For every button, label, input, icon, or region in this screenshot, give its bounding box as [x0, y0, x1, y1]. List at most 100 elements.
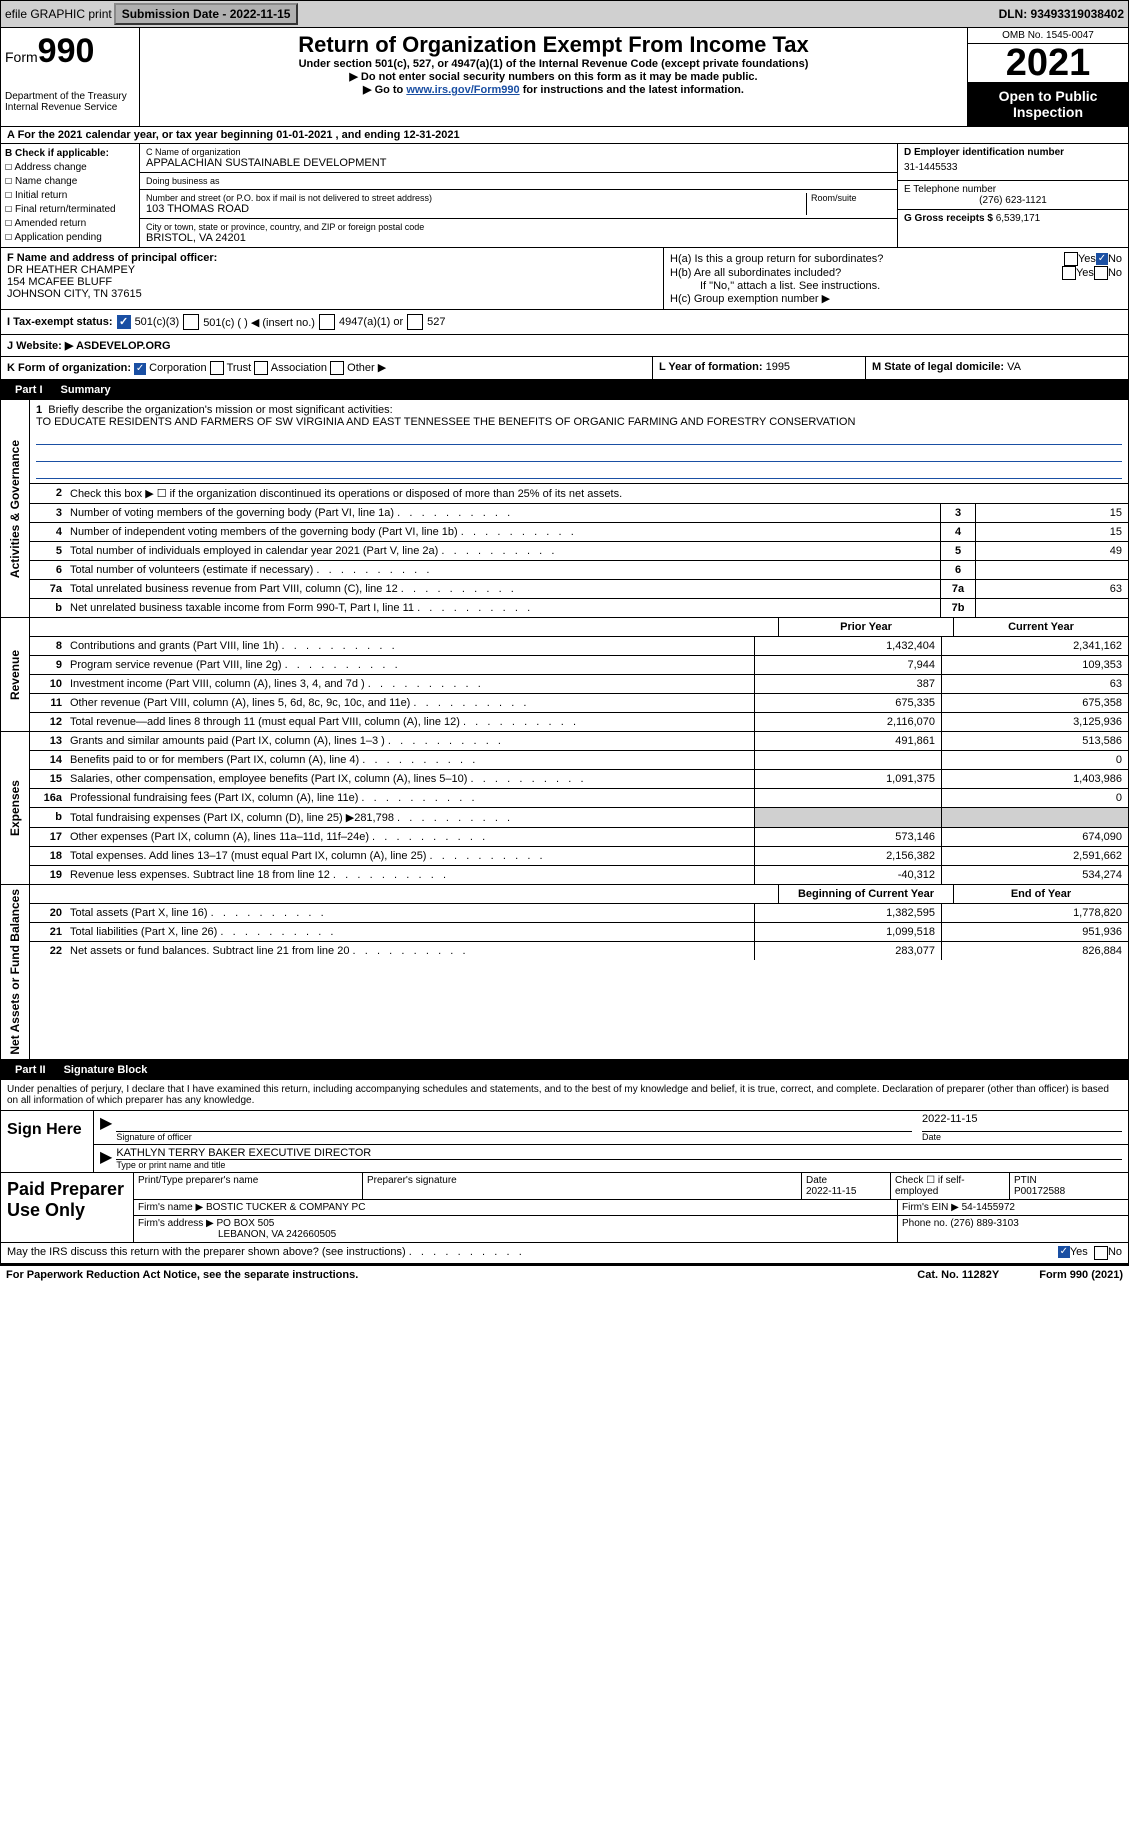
b-opt[interactable]: ☐ Application pending: [5, 229, 135, 243]
section-klm: K Form of organization: ✓ Corporation Tr…: [0, 357, 1129, 380]
c-name-label: C Name of organization: [146, 147, 891, 157]
part2-header: Part II Signature Block: [0, 1060, 1129, 1080]
k-trust[interactable]: [210, 361, 224, 375]
top-bar: efile GRAPHIC print Submission Date - 20…: [0, 0, 1129, 28]
i-501c3-check[interactable]: ✓: [117, 315, 131, 329]
room-label: Room/suite: [811, 193, 891, 203]
form-header: Form990 Department of the Treasury Inter…: [0, 28, 1129, 127]
city-value: BRISTOL, VA 24201: [146, 232, 891, 244]
table-row: 20Total assets (Part X, line 16)1,382,59…: [30, 904, 1128, 923]
table-row: bNet unrelated business taxable income f…: [30, 599, 1128, 617]
firm-ein: 54-1455972: [962, 1202, 1015, 1213]
sign-here-block: Sign Here ▶ Signature of officer 2022-11…: [0, 1111, 1129, 1173]
expenses-section: Expenses 13Grants and similar amounts pa…: [0, 732, 1129, 885]
vtab-exp: Expenses: [6, 776, 24, 840]
submission-date-btn[interactable]: Submission Date - 2022-11-15: [114, 3, 299, 25]
section-j: J Website: ▶ ASDEVELOP.ORG: [0, 335, 1129, 357]
table-row: 7aTotal unrelated business revenue from …: [30, 580, 1128, 599]
ptin: P00172588: [1014, 1186, 1124, 1197]
may-irs-yes[interactable]: ✓: [1058, 1246, 1070, 1258]
b-opt[interactable]: ☐ Initial return: [5, 187, 135, 201]
line1-label: Briefly describe the organization's miss…: [48, 404, 392, 416]
may-irs-no[interactable]: [1094, 1246, 1108, 1260]
section-i: I Tax-exempt status: ✓501(c)(3) 501(c) (…: [0, 310, 1129, 335]
website-value: ASDEVELOP.ORG: [76, 340, 171, 352]
ha-no[interactable]: ✓: [1096, 253, 1108, 265]
gross-label: G Gross receipts $: [904, 213, 993, 224]
i-527-check[interactable]: [407, 314, 423, 330]
b-opt[interactable]: ☐ Address change: [5, 159, 135, 173]
hc-label: H(c) Group exemption number ▶: [670, 292, 1122, 305]
sig-date: 2022-11-15: [922, 1113, 1122, 1132]
revenue-section: Revenue Prior YearCurrent Year 8Contribu…: [0, 618, 1129, 732]
table-row: 9Program service revenue (Part VIII, lin…: [30, 656, 1128, 675]
table-row: 3Number of voting members of the governi…: [30, 504, 1128, 523]
pp-self-employed[interactable]: Check ☐ if self-employed: [891, 1173, 1010, 1199]
k-other[interactable]: [330, 361, 344, 375]
tax-year: 2021: [968, 44, 1128, 82]
irs-link[interactable]: www.irs.gov/Form990: [406, 84, 519, 96]
paid-preparer-block: Paid Preparer Use Only Print/Type prepar…: [0, 1173, 1129, 1243]
i-501c-check[interactable]: [183, 314, 199, 330]
table-row: 6Total number of volunteers (estimate if…: [30, 561, 1128, 580]
hb-yes[interactable]: [1062, 266, 1076, 280]
table-row: 21Total liabilities (Part X, line 26)1,0…: [30, 923, 1128, 942]
form-number: Form990: [5, 32, 135, 71]
table-row: 22Net assets or fund balances. Subtract …: [30, 942, 1128, 960]
typed-name: KATHLYN TERRY BAKER EXECUTIVE DIRECTOR: [116, 1147, 1122, 1160]
arrow-icon: ▶: [100, 1113, 112, 1142]
k-corp[interactable]: ✓: [134, 363, 146, 375]
hb-no[interactable]: [1094, 266, 1108, 280]
phone-value: (276) 623-1121: [904, 195, 1122, 206]
vtab-rev: Revenue: [6, 646, 24, 704]
b-opt[interactable]: ☐ Amended return: [5, 215, 135, 229]
hb-label: H(b) Are all subordinates included?: [670, 267, 1062, 279]
perjury-text: Under penalties of perjury, I declare th…: [0, 1080, 1129, 1111]
firm-phone: (276) 889-3103: [950, 1218, 1018, 1229]
year-formation: 1995: [766, 361, 790, 373]
table-row: 15Salaries, other compensation, employee…: [30, 770, 1128, 789]
ha-yes[interactable]: [1064, 252, 1078, 266]
ha-label: H(a) Is this a group return for subordin…: [670, 253, 1064, 265]
org-name: APPALACHIAN SUSTAINABLE DEVELOPMENT: [146, 157, 891, 169]
table-row: 11Other revenue (Part VIII, column (A), …: [30, 694, 1128, 713]
table-row: bTotal fundraising expenses (Part IX, co…: [30, 808, 1128, 828]
i-label: I Tax-exempt status:: [7, 316, 113, 328]
b-label: B Check if applicable:: [5, 148, 135, 159]
row-a-tax-year: A For the 2021 calendar year, or tax yea…: [0, 127, 1129, 144]
mission-text: TO EDUCATE RESIDENTS AND FARMERS OF SW V…: [36, 416, 1122, 428]
form-subtitle-3: ▶ Go to www.irs.gov/Form990 for instruct…: [144, 83, 963, 96]
open-inspection: Open to Public Inspection: [968, 82, 1128, 126]
city-label: City or town, state or province, country…: [146, 222, 891, 232]
b-opt[interactable]: ☐ Final return/terminated: [5, 201, 135, 215]
officer-name: DR HEATHER CHAMPEY: [7, 264, 657, 276]
gross-value: 6,539,171: [996, 213, 1041, 224]
table-row: 10Investment income (Part VIII, column (…: [30, 675, 1128, 694]
b-opt[interactable]: ☐ Name change: [5, 173, 135, 187]
form-title: Return of Organization Exempt From Incom…: [144, 32, 963, 58]
page-footer: For Paperwork Reduction Act Notice, see …: [0, 1264, 1129, 1284]
section-bcd: B Check if applicable: ☐ Address change …: [0, 144, 1129, 248]
firm-addr: PO BOX 505: [217, 1218, 275, 1229]
dba-label: Doing business as: [146, 176, 891, 186]
form-subtitle-2: ▶ Do not enter social security numbers o…: [144, 70, 963, 83]
firm-addr2: LEBANON, VA 242660505: [138, 1229, 893, 1240]
dln-label: DLN: 93493319038402: [999, 7, 1124, 21]
table-row: 19Revenue less expenses. Subtract line 1…: [30, 866, 1128, 884]
table-row: 5Total number of individuals employed in…: [30, 542, 1128, 561]
state-domicile: VA: [1007, 361, 1021, 373]
table-row: 17Other expenses (Part IX, column (A), l…: [30, 828, 1128, 847]
section-fh: F Name and address of principal officer:…: [0, 248, 1129, 310]
table-row: 18Total expenses. Add lines 13–17 (must …: [30, 847, 1128, 866]
table-row: 12Total revenue—add lines 8 through 11 (…: [30, 713, 1128, 731]
f-label: F Name and address of principal officer:: [7, 252, 657, 264]
h-note: If "No," attach a list. See instructions…: [670, 280, 1122, 292]
part1-header: Part I Summary: [0, 380, 1129, 400]
arrow-icon: ▶: [100, 1147, 112, 1170]
may-irs-row: May the IRS discuss this return with the…: [0, 1243, 1129, 1264]
line2: Check this box ▶ ☐ if the organization d…: [66, 484, 1128, 503]
k-assoc[interactable]: [254, 361, 268, 375]
efile-label: efile GRAPHIC print: [5, 7, 112, 21]
i-4947-check[interactable]: [319, 314, 335, 330]
dept-treasury: Department of the Treasury: [5, 91, 135, 102]
